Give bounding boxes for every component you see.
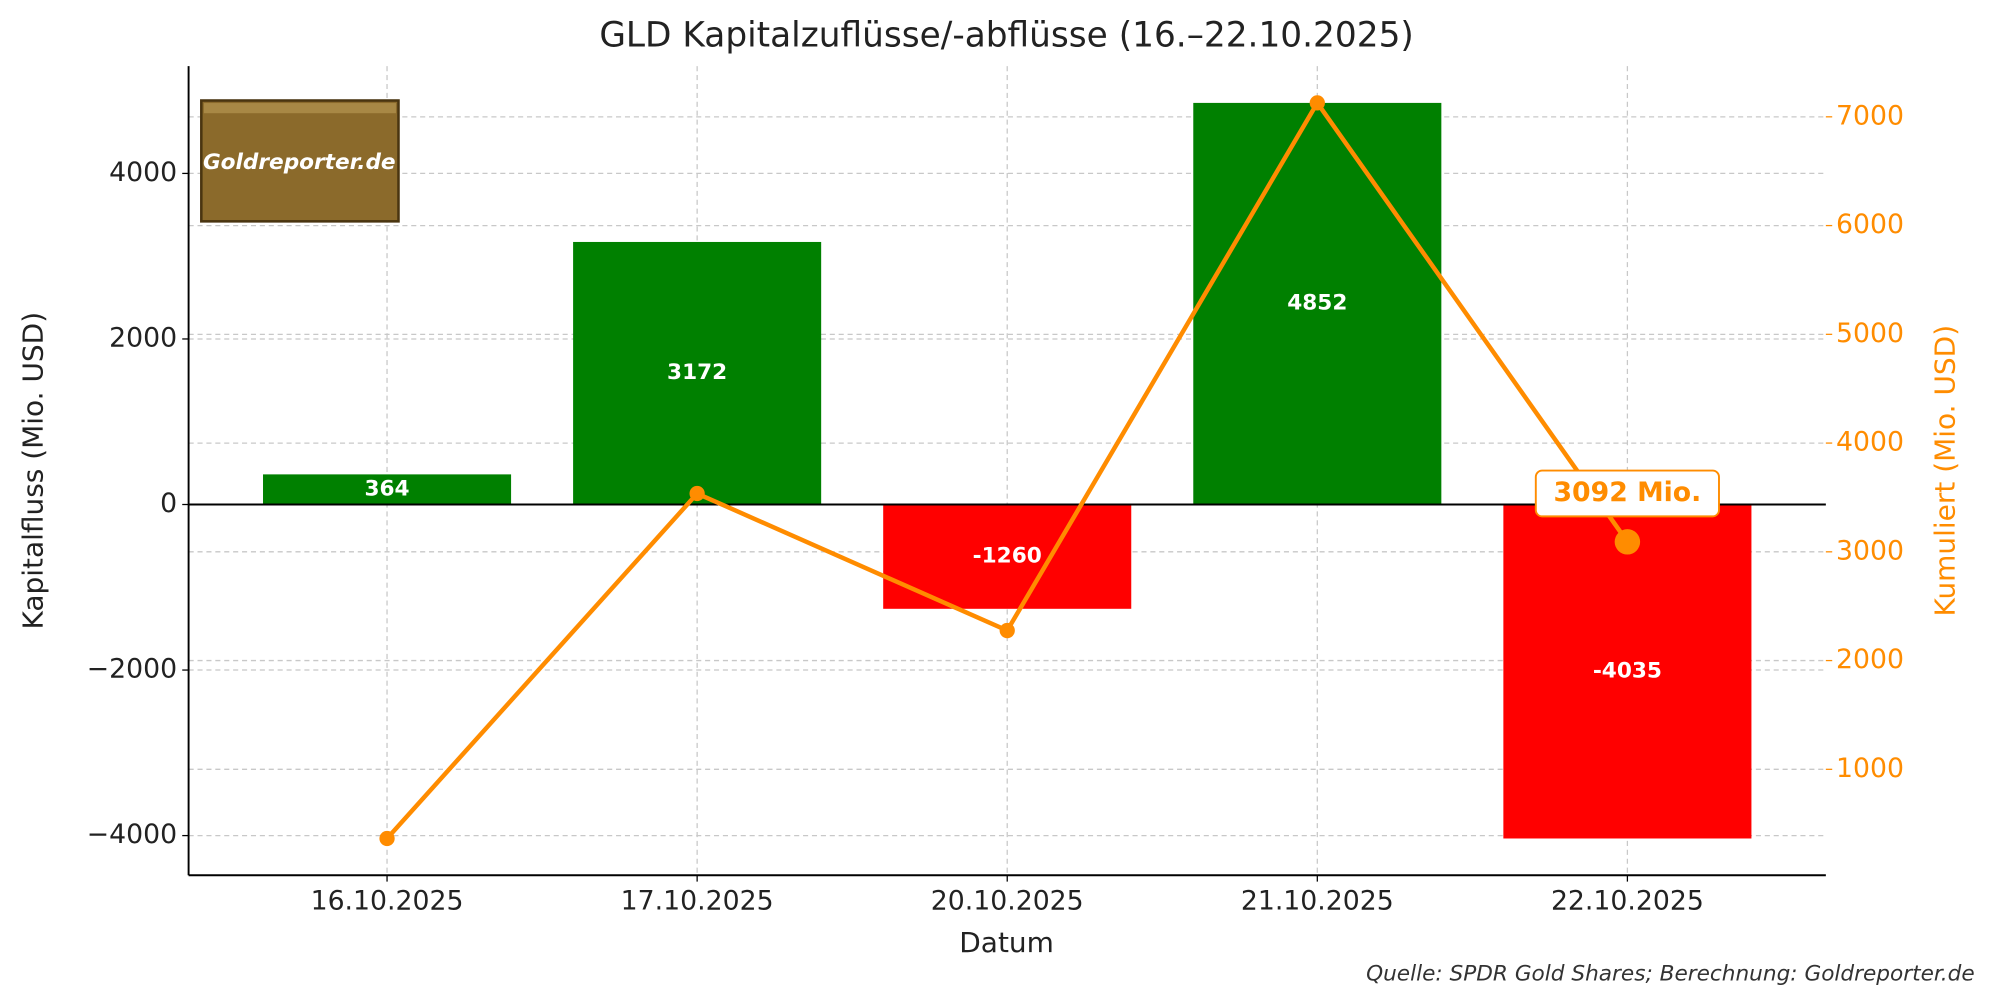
x-tick-label: 21.10.2025: [1241, 885, 1394, 916]
annotation: 3092 Mio.: [1553, 477, 1701, 508]
bar-value-label: -4035: [1593, 658, 1662, 683]
x-axis-label: Datum: [959, 926, 1054, 959]
logo-box: [200, 99, 400, 223]
y-tick-label: 2000: [109, 322, 177, 353]
y-tick-label: −2000: [87, 654, 177, 685]
x-tick-label: 20.10.2025: [931, 885, 1084, 916]
y2-tick-label: 3000: [1836, 535, 1904, 566]
bar-value-label: 3172: [667, 360, 727, 385]
y2-tick-label: 1000: [1836, 753, 1904, 784]
y-tick-label: 4000: [109, 157, 177, 188]
logo: Goldreporter.de: [200, 99, 400, 223]
y2-axis-label: Kumuliert (Mio. USD): [1929, 325, 1962, 617]
bar: [1193, 102, 1442, 505]
y-tick-label: 0: [160, 488, 177, 519]
x-tick-label: 22.10.2025: [1551, 885, 1704, 916]
bar: [883, 504, 1132, 609]
line-point: [1309, 95, 1325, 111]
bar-value-label: -1260: [973, 544, 1042, 569]
logo-highlight: [203, 103, 396, 114]
bar: [573, 241, 822, 505]
plot: 364 3172 -1260 4852 -4035 3092 Mio.: [188, 95, 1826, 847]
y2-tick-label: 7000: [1836, 100, 1904, 131]
y2-tick-label: 6000: [1836, 209, 1904, 240]
y-tick-label: −4000: [87, 819, 177, 850]
y2-tick-label: 4000: [1836, 427, 1904, 458]
source-note: Quelle: SPDR Gold Shares; Berechnung: Go…: [1366, 961, 1975, 986]
annotation-box: [1534, 469, 1720, 518]
chart-title: GLD Kapitalzuflüsse/-abflüsse (16.–22.10…: [599, 15, 1413, 55]
x-tick-label: 16.10.2025: [311, 885, 464, 916]
line-point: [1614, 529, 1641, 555]
bar-value-label: 364: [364, 476, 409, 501]
y2-tick-label: 2000: [1836, 644, 1904, 675]
line-point: [379, 830, 395, 847]
line-point: [689, 485, 705, 502]
logo-text: Goldreporter.de: [203, 150, 396, 175]
x-tick-label: 17.10.2025: [621, 885, 774, 916]
bar: [263, 474, 512, 505]
y-axis-label: Kapitalfluss (Mio. USD): [17, 312, 50, 630]
bar-value-label: 4852: [1287, 291, 1347, 316]
bar: [1503, 504, 1752, 839]
line-point: [999, 622, 1015, 639]
y2-tick-label: 5000: [1836, 318, 1904, 349]
